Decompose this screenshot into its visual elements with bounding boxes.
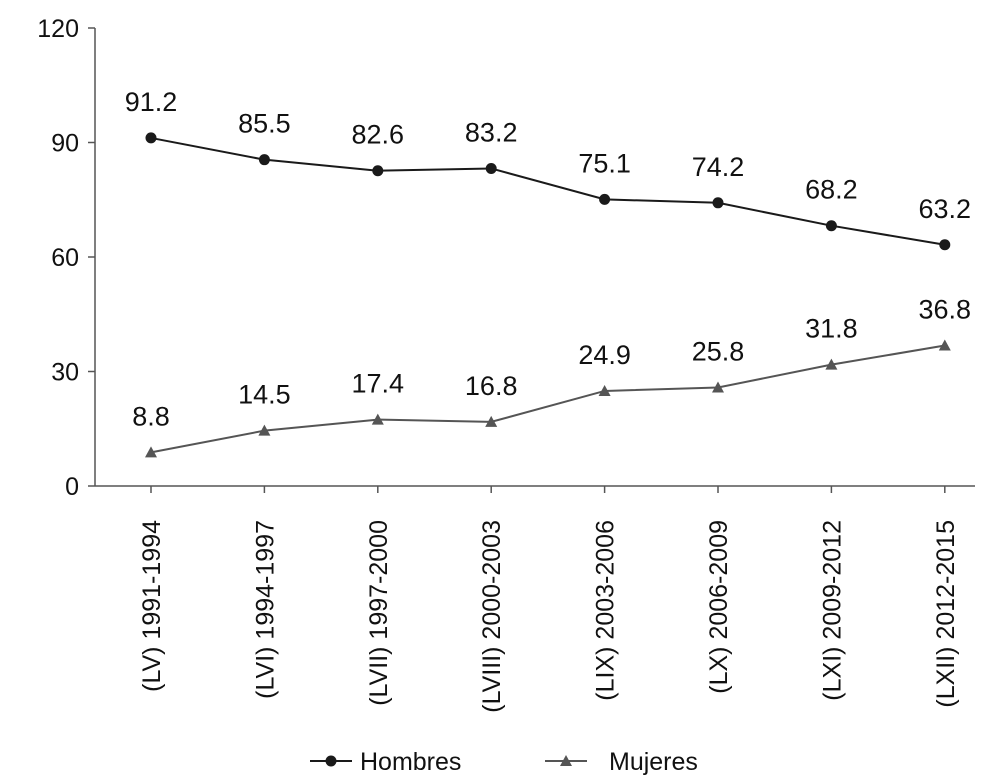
marker-mujeres (258, 424, 271, 436)
marker-mujeres (371, 413, 384, 425)
data-label-hombres: 68.2 (805, 175, 858, 205)
y-tick-label: 60 (51, 244, 79, 272)
data-labels-layer: 91.2 85.5 82.6 83.2 75.1 74.2 68.2 63.2 8.8 14.5 1… (125, 87, 971, 431)
legend: Hombres Mujeres (310, 748, 698, 776)
data-label-hombres: 82.6 (352, 120, 405, 150)
x-tick-label: (LIX) 2003-2006 (592, 520, 620, 701)
legend-label-mujeres: Mujeres (609, 748, 698, 776)
series-line-hombres (150, 136, 945, 246)
series-line-mujeres (150, 344, 945, 454)
y-tick-label: 90 (51, 130, 79, 158)
marker-mujeres (938, 339, 951, 351)
y-tick-label: 30 (51, 359, 79, 387)
data-label-mujeres: 14.5 (238, 380, 291, 410)
marker-mujeres (485, 415, 498, 427)
data-label-hombres: 74.2 (692, 152, 745, 182)
marker-hombres (599, 193, 611, 205)
marker-hombres (145, 132, 157, 144)
marker-mujeres (145, 446, 157, 458)
x-tick-label: (LV) 1991-1994 (138, 520, 166, 692)
x-tick-label: (LVIII) 2000-2003 (478, 520, 506, 713)
data-label-mujeres: 25.8 (692, 337, 745, 367)
data-label-mujeres: 24.9 (578, 340, 631, 370)
legend-marker-hombres (325, 755, 337, 767)
marker-hombres (939, 239, 951, 251)
x-tick-label: (LXI) 2009-2012 (818, 520, 846, 701)
x-tick-label: (LX) 2006-2009 (705, 520, 733, 694)
x-tick-label: (LXII) 2012-2015 (932, 520, 960, 708)
data-label-mujeres: 31.8 (805, 314, 858, 344)
data-label-mujeres: 36.8 (919, 295, 972, 325)
data-label-mujeres: 17.4 (352, 369, 405, 399)
y-tick-label: 0 (65, 473, 79, 501)
data-label-mujeres: 8.8 (132, 401, 170, 431)
legend-label-hombres: Hombres (360, 748, 461, 776)
marker-mujeres (825, 358, 838, 370)
x-tick-label: (LVI) 1994-1997 (251, 520, 279, 699)
marker-hombres (825, 220, 837, 232)
y-tick-label: 120 (37, 15, 79, 43)
marker-mujeres (712, 381, 724, 393)
marker-mujeres (598, 384, 611, 396)
legend-marker-mujeres (560, 755, 572, 766)
x-tick-label: (LVII) 1997-2000 (365, 520, 393, 706)
marker-hombres (712, 197, 724, 209)
data-label-mujeres: 16.8 (465, 371, 518, 401)
data-label-hombres: 63.2 (919, 194, 972, 224)
y-axis: 0 30 60 90 120 (37, 15, 96, 501)
marker-hombres (372, 165, 384, 177)
marker-hombres (258, 154, 270, 166)
data-label-hombres: 75.1 (578, 148, 631, 178)
x-axis: (LV) 1991-1994 (LVI) 1994-1997 (LVII) 1997… (95, 485, 975, 713)
data-label-hombres: 83.2 (465, 117, 518, 147)
data-label-hombres: 91.2 (125, 87, 178, 117)
series-layer (145, 132, 951, 458)
data-label-hombres: 85.5 (238, 109, 291, 139)
marker-hombres (485, 162, 497, 174)
